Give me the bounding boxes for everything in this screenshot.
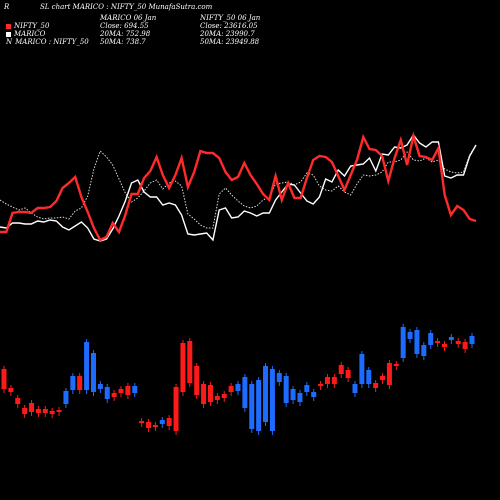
candle xyxy=(146,422,152,428)
candle xyxy=(118,389,124,393)
legend-label: NIFTY_50 xyxy=(14,22,50,30)
candle xyxy=(125,386,131,395)
candle xyxy=(345,370,351,378)
candle xyxy=(359,354,365,384)
candle xyxy=(469,336,475,344)
candle xyxy=(462,342,468,349)
candle xyxy=(29,403,35,412)
candle xyxy=(435,341,441,343)
candle xyxy=(297,393,303,402)
candle xyxy=(269,369,275,431)
candle xyxy=(159,420,165,424)
chart-title: SL chart MARICO : NIFTY_50 MunafaSutra.c… xyxy=(40,3,213,11)
marico-stat-name: MARICO 06 Jan xyxy=(100,14,157,22)
candle xyxy=(84,342,90,390)
candle xyxy=(448,337,454,340)
candle xyxy=(366,370,372,384)
candle xyxy=(283,376,289,403)
marico-line xyxy=(0,133,477,242)
candle xyxy=(407,332,413,339)
candle xyxy=(8,388,14,392)
candle xyxy=(242,377,248,408)
candle xyxy=(373,383,379,388)
candle xyxy=(276,373,282,382)
candle xyxy=(352,384,358,393)
legend-item-ratio: N MARICO : NIFTY_50 xyxy=(6,38,89,46)
candle xyxy=(70,376,76,390)
candle xyxy=(35,409,41,413)
candle xyxy=(49,411,55,414)
candle xyxy=(331,377,337,384)
candle xyxy=(42,409,48,413)
legend-item-marico: MARICO xyxy=(6,30,45,38)
nifty-stat-name: NIFTY_50 06 Jan xyxy=(200,14,261,22)
white-square-icon xyxy=(6,31,11,37)
nifty-stat-20ma: 20MA: 23990.7 xyxy=(200,30,255,38)
nifty-stat-close: Close: 23616.05 xyxy=(200,22,258,30)
candle xyxy=(152,425,158,427)
candle xyxy=(290,389,296,400)
candle xyxy=(207,385,213,402)
candle xyxy=(414,330,420,354)
nifty-stat-50ma: 50MA: 23949.88 xyxy=(200,38,260,46)
candle xyxy=(22,408,28,414)
candle xyxy=(132,386,138,393)
candle xyxy=(380,376,386,380)
candle xyxy=(421,345,427,356)
candle xyxy=(338,365,344,374)
candle xyxy=(311,392,317,397)
legend-label: MARICO : NIFTY_50 xyxy=(15,38,89,46)
candle xyxy=(221,394,227,398)
candle xyxy=(249,384,255,429)
candle xyxy=(228,386,234,392)
candle xyxy=(393,364,399,366)
candle xyxy=(97,384,103,389)
candle xyxy=(318,384,324,386)
candle xyxy=(256,380,262,431)
chart-prefix: R xyxy=(4,3,10,11)
candle xyxy=(386,363,392,385)
candle xyxy=(263,366,269,422)
marico-stat-20ma: 20MA: 752.98 xyxy=(100,30,151,38)
candle xyxy=(455,341,461,344)
red-square-icon xyxy=(6,23,11,29)
candle xyxy=(441,344,447,347)
candle xyxy=(111,393,117,397)
candle xyxy=(187,341,193,383)
candle xyxy=(324,377,330,384)
legend-label: MARICO xyxy=(14,30,46,38)
candle xyxy=(173,387,179,431)
candle xyxy=(428,333,434,345)
candlestick-group xyxy=(1,324,475,435)
candle xyxy=(214,396,220,400)
legend-item-nifty: NIFTY_50 xyxy=(6,22,49,30)
n-letter-icon: N xyxy=(6,38,13,46)
candle xyxy=(63,391,69,404)
candle xyxy=(1,369,7,389)
candle xyxy=(201,384,207,404)
candle xyxy=(90,353,96,392)
candle xyxy=(235,384,241,391)
nifty-stats: NIFTY_50 06 Jan Close: 23616.05 20MA: 23… xyxy=(200,14,260,46)
marico-stat-50ma: 50MA: 738.7 xyxy=(100,38,146,46)
candle xyxy=(56,410,62,412)
candle xyxy=(400,327,406,358)
candle xyxy=(15,398,21,404)
nifty-line xyxy=(0,131,477,242)
candle xyxy=(194,366,200,395)
candle xyxy=(104,387,110,399)
candle xyxy=(166,418,172,426)
marico-stats: MARICO 06 Jan Close: 694.55 20MA: 752.98… xyxy=(100,14,156,46)
candle xyxy=(304,385,310,392)
candle xyxy=(77,376,83,390)
marico-stat-close: Close: 694.55 xyxy=(100,22,149,30)
candle xyxy=(180,343,186,392)
candle xyxy=(139,421,145,423)
ratio-dotted-line xyxy=(0,144,477,229)
